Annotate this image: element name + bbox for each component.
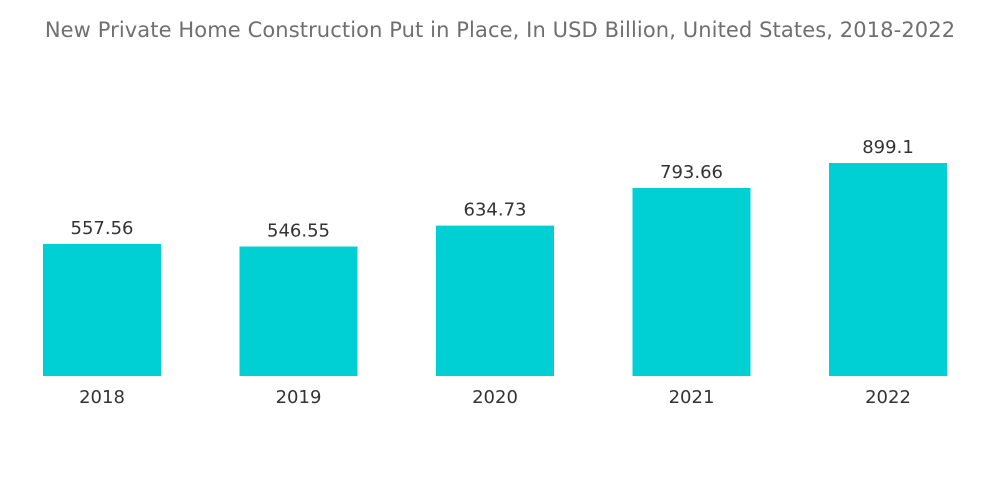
value-label-2019: 546.55	[267, 221, 330, 242]
x-tick-label-2021: 2021	[669, 387, 715, 408]
bar-2018	[43, 243, 161, 376]
value-label-2022: 899.1	[862, 137, 914, 158]
bars-group	[43, 163, 947, 376]
bar-2021	[632, 188, 751, 376]
x-tick-label-2022: 2022	[865, 387, 911, 408]
x-tick-label-2019: 2019	[276, 387, 322, 408]
x-tick-label-2020: 2020	[472, 387, 518, 408]
value-label-2018: 557.56	[71, 218, 134, 239]
chart-title: New Private Home Construction Put in Pla…	[44, 18, 956, 42]
value-labels-group: 557.56 546.55 634.73 793.66 899.1	[71, 137, 914, 242]
value-label-2021: 793.66	[660, 162, 723, 183]
bar-2020	[436, 225, 554, 376]
bar-2019	[239, 246, 358, 376]
bar-2022	[829, 163, 947, 376]
x-axis-ticks: 2018 2019 2020 2021 2022	[79, 387, 911, 408]
value-label-2020: 634.73	[464, 200, 527, 221]
x-tick-label-2018: 2018	[79, 387, 125, 408]
